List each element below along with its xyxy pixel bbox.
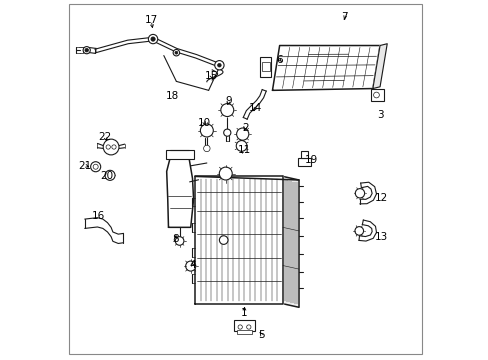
Text: 8: 8 (172, 234, 179, 244)
Text: 6: 6 (276, 55, 283, 65)
Text: 19: 19 (304, 155, 317, 165)
Circle shape (151, 37, 155, 41)
Text: 18: 18 (166, 91, 179, 101)
Polygon shape (372, 44, 386, 89)
Bar (260, 57, 271, 77)
Text: 1: 1 (241, 308, 247, 318)
Text: 12: 12 (374, 193, 387, 203)
Text: 9: 9 (224, 96, 231, 106)
Circle shape (175, 51, 178, 54)
Text: 10: 10 (197, 118, 210, 128)
Text: 16: 16 (92, 211, 105, 221)
Bar (298, 158, 310, 166)
Text: 14: 14 (248, 103, 262, 113)
Text: 7: 7 (341, 12, 347, 22)
Text: 22: 22 (99, 132, 112, 142)
Text: 17: 17 (144, 15, 158, 26)
Bar (261, 62, 269, 71)
Bar (370, 89, 383, 101)
Polygon shape (272, 45, 379, 90)
Circle shape (223, 129, 230, 136)
Circle shape (175, 237, 183, 245)
Bar (234, 320, 254, 330)
Circle shape (214, 60, 224, 70)
Circle shape (219, 236, 227, 244)
Circle shape (185, 261, 195, 271)
Polygon shape (282, 176, 298, 307)
Text: 5: 5 (258, 330, 264, 340)
Bar (165, 150, 194, 159)
Text: 20: 20 (100, 171, 113, 181)
Bar (76, 47, 83, 53)
Text: 2: 2 (242, 123, 248, 133)
Circle shape (203, 145, 210, 152)
Circle shape (90, 162, 101, 172)
Circle shape (221, 104, 233, 117)
Circle shape (238, 325, 242, 329)
Circle shape (85, 48, 88, 52)
Circle shape (246, 325, 250, 329)
Circle shape (219, 167, 232, 180)
Circle shape (236, 128, 248, 140)
Text: 15: 15 (204, 71, 218, 81)
Circle shape (355, 189, 364, 198)
Circle shape (217, 63, 221, 67)
Circle shape (105, 170, 115, 180)
Text: 13: 13 (374, 232, 387, 242)
Circle shape (83, 46, 90, 54)
Circle shape (200, 124, 213, 137)
Circle shape (93, 164, 98, 169)
Circle shape (173, 49, 179, 56)
Circle shape (103, 139, 119, 155)
Circle shape (236, 140, 246, 151)
Bar (301, 151, 307, 158)
Bar (237, 330, 251, 334)
Text: 3: 3 (377, 111, 383, 121)
Text: 21: 21 (78, 161, 91, 171)
Circle shape (148, 35, 158, 44)
Polygon shape (166, 157, 193, 227)
Text: 4: 4 (189, 260, 196, 270)
Circle shape (354, 226, 363, 235)
Text: 11: 11 (237, 144, 251, 154)
Polygon shape (195, 176, 282, 304)
